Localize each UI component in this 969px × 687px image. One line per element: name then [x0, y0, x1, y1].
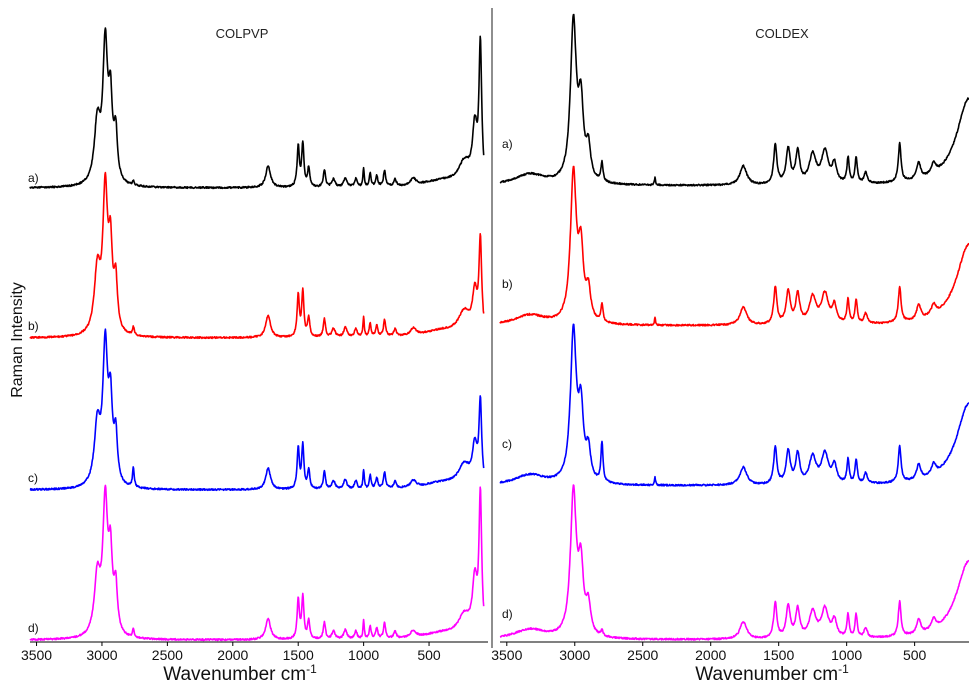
series-line-coldex-b: [499, 165, 969, 327]
series-line-coldex-c: [499, 323, 969, 487]
trace-label-coldex-b: b): [502, 277, 513, 291]
panel-title-colpvp: COLPVP: [216, 26, 269, 41]
trace-label-colpvp-b: b): [28, 319, 39, 333]
x-tick-label-colpvp: 3000: [86, 647, 117, 663]
panel-coldex: COLDEX a) b) c) d) 3500 3000 2500 2000 1500 1000…: [491, 13, 969, 685]
x-ticks-coldex: 3500 3000 2500 2000 1500 1000 500: [491, 642, 927, 663]
panel-title-coldex: COLDEX: [755, 26, 809, 41]
x-tick-label-coldex: 3000: [559, 647, 590, 663]
x-tick-label-coldex: 1000: [831, 647, 862, 663]
traces-colpvp: a) b) c) d): [28, 27, 485, 642]
trace-label-coldex-a: a): [502, 137, 513, 151]
x-tick-label-coldex: 2000: [695, 647, 726, 663]
trace-label-colpvp-d: d): [28, 621, 39, 635]
x-tick-label-coldex: 1500: [763, 647, 794, 663]
trace-label-colpvp-c: c): [28, 471, 38, 485]
series-line-colpvp-a: [29, 27, 485, 190]
trace-label-coldex-d: d): [502, 607, 513, 621]
x-tick-label-colpvp: 500: [417, 647, 441, 663]
x-tick-label-coldex: 2500: [627, 647, 658, 663]
series-line-coldex-a: [499, 13, 969, 187]
panel-colpvp: COLPVP a) b) c) d) 3500 3000 2500 2000 1500 1000…: [21, 26, 488, 685]
traces-coldex: a) b) c) d): [499, 13, 969, 641]
x-axis-label-colpvp: Wavenumber cm-1: [163, 662, 317, 685]
x-tick-label-colpvp: 2500: [152, 647, 183, 663]
x-tick-label-colpvp: 2000: [217, 647, 248, 663]
x-tick-label-colpvp: 1500: [283, 647, 314, 663]
x-tick-label-colpvp: 3500: [21, 647, 52, 663]
series-line-colpvp-d: [29, 484, 485, 642]
trace-label-colpvp-a: a): [28, 171, 39, 185]
x-ticks-colpvp: 3500 3000 2500 2000 1500 1000 500: [21, 642, 441, 663]
trace-label-coldex-c: c): [502, 437, 512, 451]
x-tick-label-colpvp: 1000: [348, 647, 379, 663]
x-tick-label-coldex: 3500: [491, 647, 522, 663]
x-tick-label-coldex: 500: [903, 647, 927, 663]
y-axis-label: Raman Intensity: [9, 282, 26, 398]
series-line-colpvp-b: [29, 171, 485, 340]
series-line-colpvp-c: [29, 328, 485, 492]
series-line-coldex-d: [499, 484, 969, 641]
x-axis-label-coldex: Wavenumber cm-1: [695, 662, 849, 685]
